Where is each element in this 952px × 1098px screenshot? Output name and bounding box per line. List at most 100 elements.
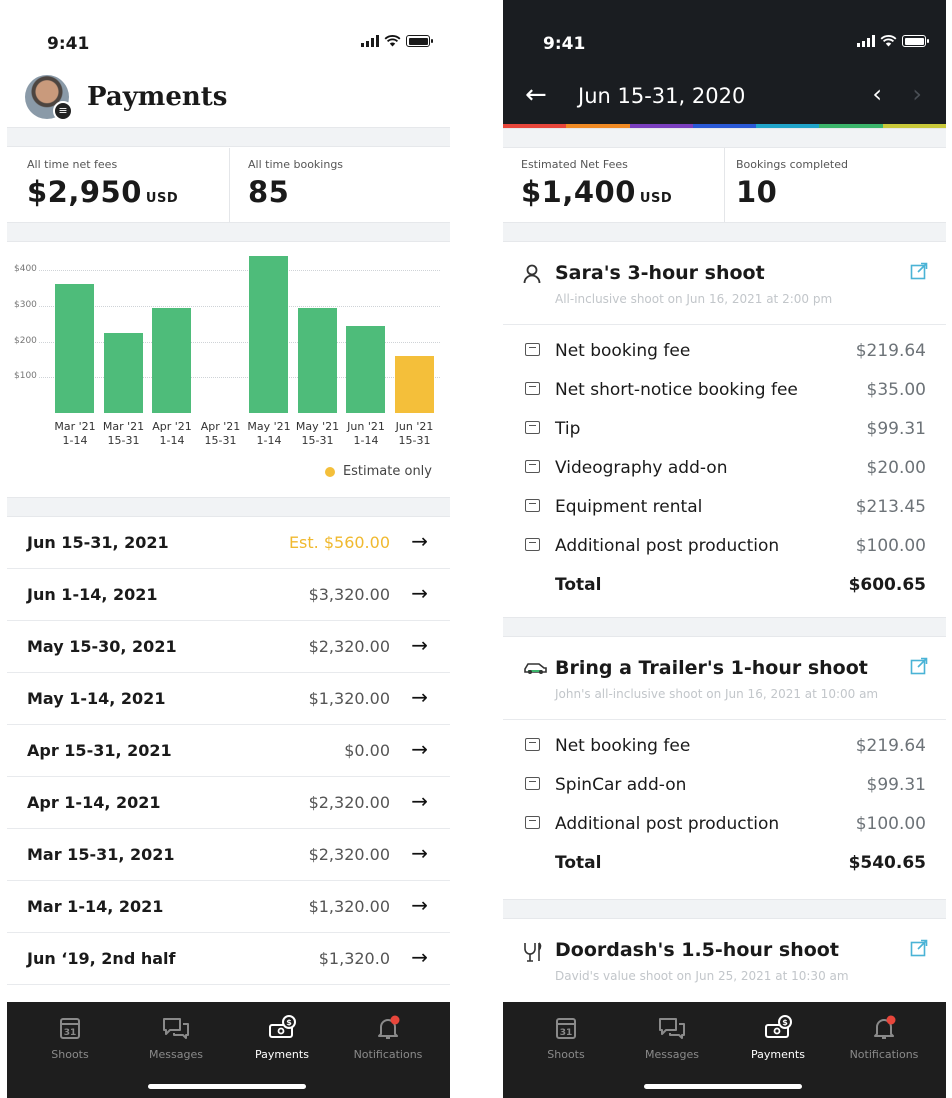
line-item-name: Net booking fee: [555, 341, 691, 361]
chart-bar[interactable]: [55, 284, 94, 413]
period-name: Jun 1-14, 2021: [27, 585, 158, 604]
gridline: [39, 377, 440, 379]
x-tick-label: Jun '21 1-14: [347, 420, 385, 447]
line-item-amount: $219.64: [855, 736, 926, 756]
receipt-icon: [525, 738, 540, 751]
messages-icon: [659, 1018, 685, 1039]
calendar-icon: 31: [60, 1018, 80, 1039]
period-row[interactable]: Mar 1-14, 2021 $1,320.00 →: [7, 881, 450, 933]
tab-payments[interactable]: $ Payments: [237, 1014, 327, 1061]
chart-bar[interactable]: [394, 355, 434, 413]
line-item: Net booking fee $219.64: [503, 728, 946, 767]
receipt-icon: [525, 499, 540, 512]
tab-label: Messages: [645, 1048, 699, 1061]
period-amount: $0.00: [344, 741, 390, 760]
detail-header: 9:41 ← Jun 15-31, 2020 ‹ ›: [503, 0, 946, 128]
arrow-right-icon: →: [411, 737, 428, 761]
tab-bar: 31 Shoots Messages $ Payments Notificati…: [7, 1002, 450, 1098]
page-title: Payments: [87, 82, 228, 112]
total-row: Total $600.65: [503, 567, 946, 606]
tab-label: Payments: [751, 1048, 805, 1061]
stripe-segment: [882, 124, 946, 128]
bookings-value: 10: [736, 175, 778, 209]
next-period-button[interactable]: ›: [912, 80, 922, 108]
avatar[interactable]: ≡: [25, 75, 73, 121]
line-item-amount: $100.00: [855, 536, 926, 556]
period-name: Jun 15-31, 2021: [27, 533, 169, 552]
receipt-icon: [525, 538, 540, 551]
stripe-segment: [692, 124, 757, 128]
chart-bar[interactable]: [297, 307, 337, 413]
payments-screen: 9:41 ≡ Payments All time net fees $2,950…: [7, 0, 450, 1098]
line-item: Net booking fee $219.64: [503, 333, 946, 372]
external-link-icon: [910, 657, 928, 675]
chart-bar[interactable]: [249, 255, 288, 413]
tab-messages[interactable]: Messages: [627, 1014, 717, 1061]
total-amount: $540.65: [848, 853, 926, 873]
chart-bar[interactable]: [152, 307, 191, 413]
period-name: Mar 1-14, 2021: [27, 897, 164, 916]
bookings-value: 85: [248, 175, 290, 209]
line-item: Tip $99.31: [503, 411, 946, 450]
period-row[interactable]: Jun ‘19, 2nd half $1,320.0 →: [7, 933, 450, 985]
net-fees-value: $2,950: [27, 175, 142, 209]
stripe-segment: [629, 124, 693, 128]
line-item-amount: $20.00: [866, 458, 926, 478]
receipt-icon: [525, 343, 540, 356]
x-tick-label: Mar '21 15-31: [102, 420, 145, 447]
shoot-subtitle: All-inclusive shoot on Jun 16, 2021 at 2…: [555, 292, 833, 306]
tab-shoots[interactable]: 31 Shoots: [25, 1014, 115, 1061]
tab-notifications[interactable]: Notifications: [839, 1014, 929, 1061]
chart-bar[interactable]: [103, 332, 143, 413]
tab-messages[interactable]: Messages: [131, 1014, 221, 1061]
line-item-name: Net short-notice booking fee: [555, 380, 798, 400]
line-item: Additional post production $100.00: [503, 528, 946, 567]
period-row[interactable]: Apr 1-14, 2021 $2,320.00 →: [7, 777, 450, 829]
period-amount: $1,320.00: [308, 689, 390, 708]
line-item-name: Videography add-on: [555, 458, 728, 478]
net-fees-summary: All time net fees $2,950 USD: [27, 158, 178, 209]
chart-bar[interactable]: [346, 325, 385, 413]
previous-period-button[interactable]: ‹: [872, 80, 882, 108]
currency-unit: USD: [639, 191, 673, 206]
period-name: May 1-14, 2021: [27, 689, 166, 708]
line-item: SpinCar add-on $99.31: [503, 767, 946, 806]
gridline: [39, 305, 440, 307]
arrow-right-icon: →: [411, 945, 428, 969]
period-name: Apr 1-14, 2021: [27, 793, 161, 812]
tab-notifications[interactable]: Notifications: [343, 1014, 433, 1061]
menu-icon: ≡: [53, 101, 73, 121]
wifi-icon: [384, 35, 401, 47]
net-fees-label: Estimated Net Fees: [521, 158, 628, 171]
gridline: [39, 270, 440, 272]
home-indicator: [148, 1084, 306, 1089]
period-title: Jun 15-31, 2020: [578, 84, 746, 108]
tab-shoots[interactable]: 31 Shoots: [521, 1014, 611, 1061]
period-amount: Est. $560.00: [288, 533, 390, 552]
period-row[interactable]: Jun 15-31, 2021 Est. $560.00 →: [7, 517, 450, 569]
period-row[interactable]: Mar 15-31, 2021 $2,320.00 →: [7, 829, 450, 881]
payments-icon: $: [765, 1015, 792, 1038]
period-row[interactable]: Jun 1-14, 2021 $3,320.00 →: [7, 569, 450, 621]
period-amount: $3,320.00: [308, 585, 390, 604]
color-stripe: [503, 124, 946, 128]
total-row: Total $540.65: [503, 845, 946, 884]
tab-payments[interactable]: $ Payments: [733, 1014, 823, 1061]
period-row[interactable]: May 1-14, 2021 $1,320.00 →: [7, 673, 450, 725]
chart-legend: Estimate only: [324, 464, 432, 479]
line-item-name: Net booking fee: [555, 736, 691, 756]
arrow-right-icon: →: [411, 841, 428, 865]
food-icon: [524, 942, 542, 962]
line-item-name: Tip: [555, 419, 581, 439]
period-row[interactable]: Apr 15-31, 2021 $0.00 →: [7, 725, 450, 777]
tab-label: Shoots: [547, 1048, 585, 1061]
y-tick-label: $200: [14, 335, 37, 346]
period-amount: $2,320.00: [308, 637, 390, 656]
line-item-amount: $99.31: [866, 775, 926, 795]
external-link-icon: [910, 939, 928, 957]
total-label: Total: [555, 853, 602, 873]
receipt-icon: [525, 382, 540, 395]
back-arrow-icon[interactable]: ←: [525, 80, 547, 110]
payments-icon: $: [269, 1015, 296, 1038]
period-row[interactable]: May 15-30, 2021 $2,320.00 →: [7, 621, 450, 673]
